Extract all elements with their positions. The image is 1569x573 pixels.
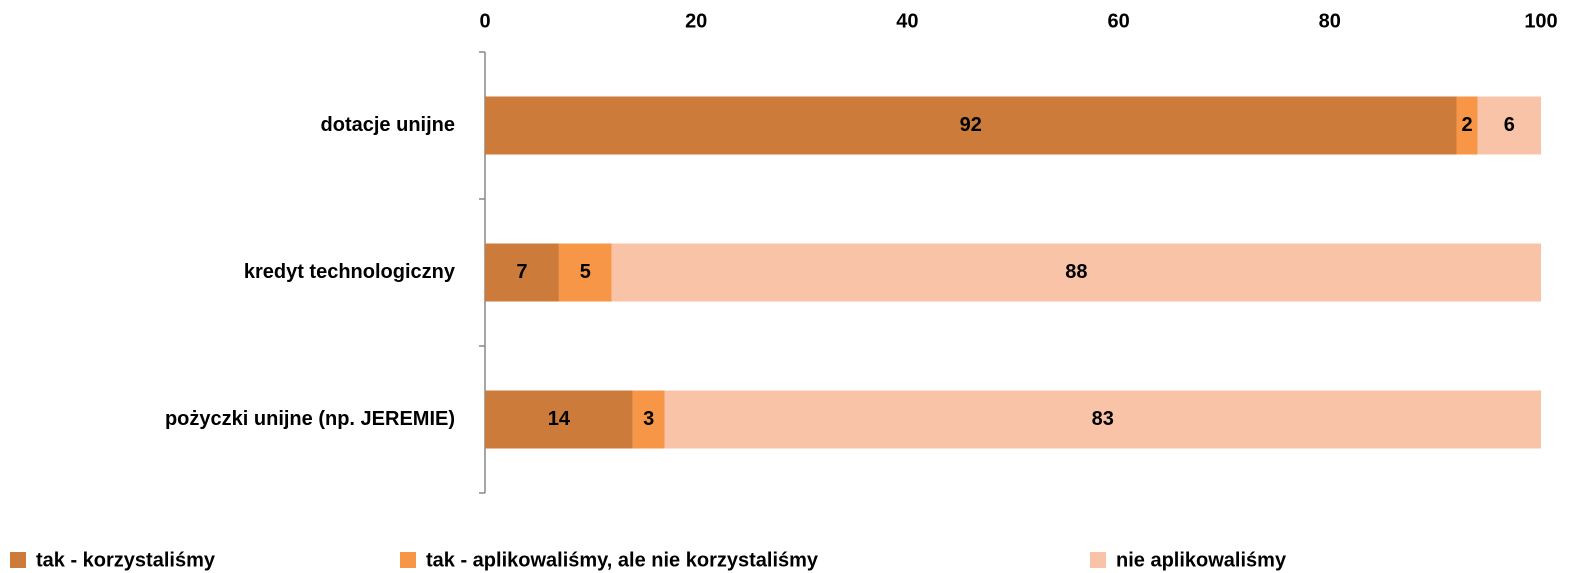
data-label: 14: [548, 408, 571, 430]
bar-segment: [1456, 96, 1478, 155]
legend-swatch: [10, 552, 26, 568]
x-tick-label: 20: [685, 10, 707, 32]
bar-segment: [485, 96, 1457, 155]
legend-swatch: [1090, 552, 1106, 568]
bar-segment: [485, 243, 559, 302]
legend-swatch: [400, 552, 416, 568]
y-tick-label: kredyt technologiczny: [244, 261, 456, 283]
data-label: 5: [580, 261, 591, 283]
x-tick-label: 100: [1524, 10, 1557, 32]
data-label: 83: [1092, 408, 1114, 430]
x-tick-label: 40: [896, 10, 918, 32]
y-tick-label: dotacje unijne: [321, 114, 455, 136]
bar-segment: [485, 390, 633, 449]
x-tick-label: 60: [1107, 10, 1129, 32]
data-label: 92: [960, 114, 982, 136]
data-label: 7: [516, 261, 527, 283]
data-label: 3: [643, 408, 654, 430]
bar-segment: [611, 243, 1541, 302]
x-tick-label: 80: [1319, 10, 1341, 32]
data-label: 88: [1065, 261, 1087, 283]
data-label: 6: [1504, 114, 1515, 136]
data-label: 2: [1462, 114, 1473, 136]
bar-segment: [1477, 96, 1541, 155]
y-tick-label: pożyczki unijne (np. JEREMIE): [165, 408, 455, 430]
bar-segment: [632, 390, 665, 449]
bar-segment: [558, 243, 612, 302]
x-tick-label: 0: [479, 10, 490, 32]
legend-label: tak - aplikowaliśmy, ale nie korzystaliś…: [426, 549, 819, 571]
bar-segment: [664, 390, 1541, 449]
legend-label: tak - korzystaliśmy: [36, 549, 216, 571]
legend-label: nie aplikowaliśmy: [1116, 549, 1287, 571]
